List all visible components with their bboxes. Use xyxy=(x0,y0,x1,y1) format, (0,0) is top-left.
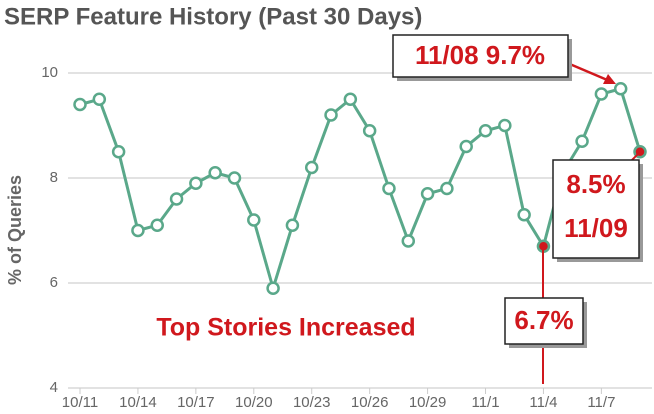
x-tick-label: 11/4 xyxy=(529,394,557,411)
annotation: 8.5% xyxy=(566,169,625,199)
point xyxy=(131,223,145,238)
point xyxy=(401,234,416,248)
point xyxy=(382,181,396,196)
x-tick-label: 10/29 xyxy=(409,394,447,411)
point xyxy=(285,218,300,232)
point xyxy=(594,87,609,101)
point xyxy=(343,92,358,106)
point xyxy=(498,118,512,133)
point xyxy=(227,171,242,185)
point xyxy=(266,281,280,295)
callout-box xyxy=(552,159,640,259)
annotation: 11/09 xyxy=(564,213,628,243)
annotation: Top Stories Increased xyxy=(156,314,415,342)
point xyxy=(459,139,473,154)
point xyxy=(150,218,164,232)
point xyxy=(169,192,184,206)
point xyxy=(208,166,222,180)
point xyxy=(478,124,493,138)
callout-box xyxy=(392,34,569,78)
point xyxy=(92,92,107,106)
y-tick-label: 8 xyxy=(50,169,58,186)
callout-arrow xyxy=(564,60,613,84)
y-axis-label: % of Queries xyxy=(5,175,25,285)
chart-title: SERP Feature History (Past 30 Days) xyxy=(4,3,422,30)
point xyxy=(247,213,261,227)
x-tick-label: 11/1 xyxy=(471,394,499,411)
y-tick-label: 6 xyxy=(50,274,58,291)
x-tick-label: 10/26 xyxy=(351,394,389,411)
point xyxy=(73,97,87,112)
point xyxy=(189,176,203,190)
point xyxy=(575,134,589,148)
point xyxy=(440,181,454,196)
annotation: 11/08 9.7% xyxy=(415,40,545,70)
callout-arrowhead xyxy=(603,74,616,84)
x-tick-label: 10/17 xyxy=(177,394,215,411)
x-tick-label: 10/11 xyxy=(62,394,98,411)
x-tick-label: 10/14 xyxy=(119,394,157,411)
y-tick-label: 4 xyxy=(50,379,58,396)
x-tick-label: 10/23 xyxy=(293,394,331,411)
point xyxy=(517,208,531,222)
point xyxy=(613,82,628,96)
point xyxy=(420,187,435,201)
point xyxy=(324,108,338,122)
point xyxy=(362,124,377,138)
point xyxy=(304,160,319,175)
x-tick-label: 10/20 xyxy=(235,394,273,411)
point xyxy=(111,145,126,159)
y-tick-label: 10 xyxy=(41,64,58,81)
annotation: 6.7% xyxy=(514,305,573,335)
callout-box xyxy=(504,297,584,345)
x-tick-label: 11/7 xyxy=(587,394,615,411)
